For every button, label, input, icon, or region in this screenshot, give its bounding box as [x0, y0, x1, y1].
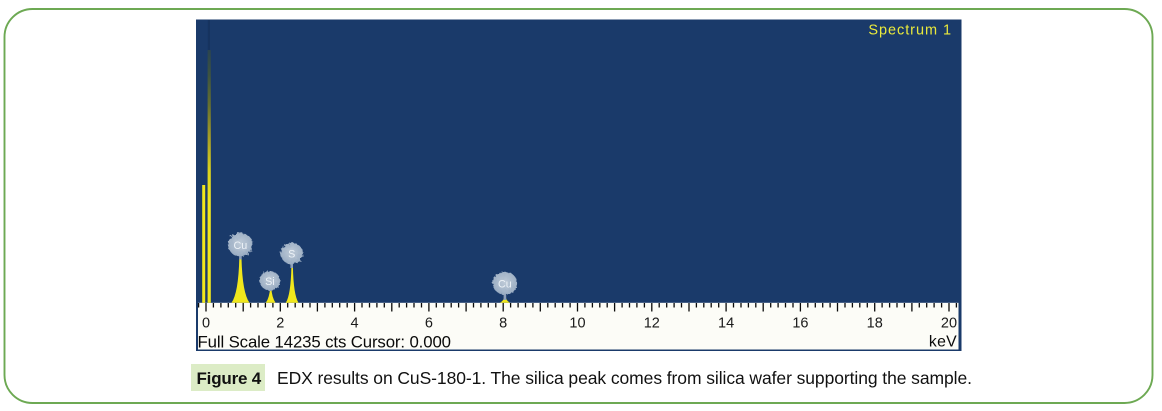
svg-text:keV: keV — [929, 334, 957, 351]
svg-text:Full Scale 14235 cts Cursor: 0: Full Scale 14235 cts Cursor: 0.000 — [198, 332, 451, 351]
svg-text:16: 16 — [792, 316, 808, 332]
svg-text:6: 6 — [425, 316, 433, 332]
svg-text:Cu: Cu — [233, 240, 247, 252]
svg-text:S: S — [288, 249, 295, 261]
svg-text:Si: Si — [265, 276, 275, 288]
svg-text:Spectrum 1: Spectrum 1 — [868, 23, 952, 39]
svg-text:Cu: Cu — [498, 279, 512, 291]
svg-text:4: 4 — [351, 316, 359, 332]
svg-text:18: 18 — [867, 316, 883, 332]
svg-text:10: 10 — [569, 316, 585, 332]
svg-text:2: 2 — [276, 316, 284, 332]
svg-text:20: 20 — [941, 316, 957, 332]
svg-text:12: 12 — [644, 316, 660, 332]
svg-text:8: 8 — [499, 316, 507, 332]
svg-text:14: 14 — [718, 316, 734, 332]
svg-text:0: 0 — [202, 316, 210, 332]
